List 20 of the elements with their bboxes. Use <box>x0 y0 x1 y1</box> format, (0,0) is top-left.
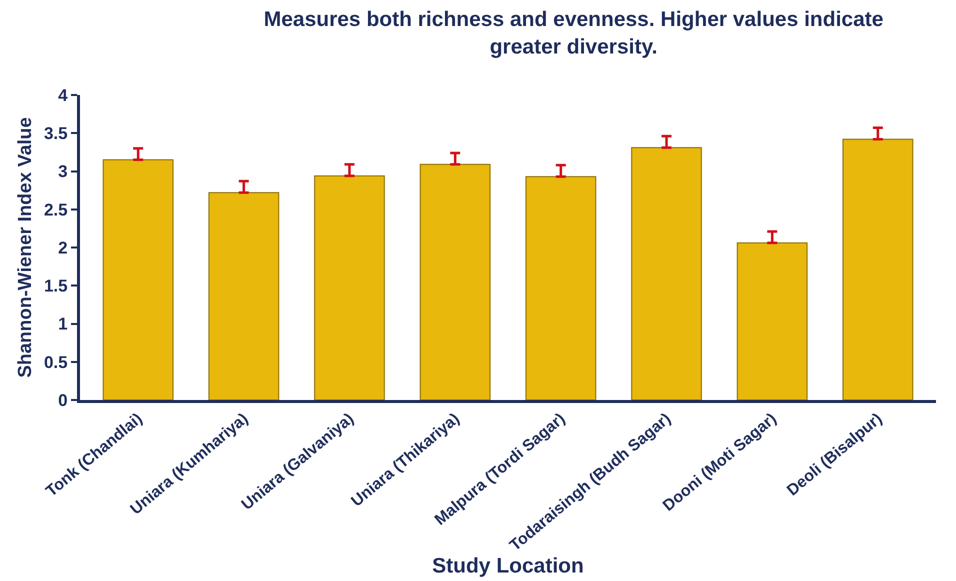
bar <box>842 138 914 400</box>
x-axis-title: Study Location <box>432 554 584 578</box>
y-axis-title: Shannon-Wiener Index Value <box>14 117 36 378</box>
y-tick-label: 0.5 <box>44 352 68 372</box>
bar <box>736 242 808 400</box>
bar <box>525 176 596 400</box>
y-tick-label: 2 <box>58 238 68 258</box>
y-tick-label: 0 <box>58 390 68 410</box>
y-tick-label: 4 <box>58 86 68 105</box>
y-tick-label: 3 <box>58 162 68 182</box>
bar <box>102 159 174 400</box>
bar <box>314 175 385 400</box>
bar <box>420 164 491 400</box>
chart-title: Measures both richness and evenness. Higher values indicate greater diversity. <box>264 8 884 58</box>
y-tick-label: 1.5 <box>44 276 68 296</box>
bar <box>208 192 280 400</box>
y-tick-label: 2.5 <box>44 200 68 220</box>
y-tick-label: 3.5 <box>44 124 68 144</box>
y-tick-label: 1 <box>58 314 68 334</box>
bar <box>631 147 702 400</box>
